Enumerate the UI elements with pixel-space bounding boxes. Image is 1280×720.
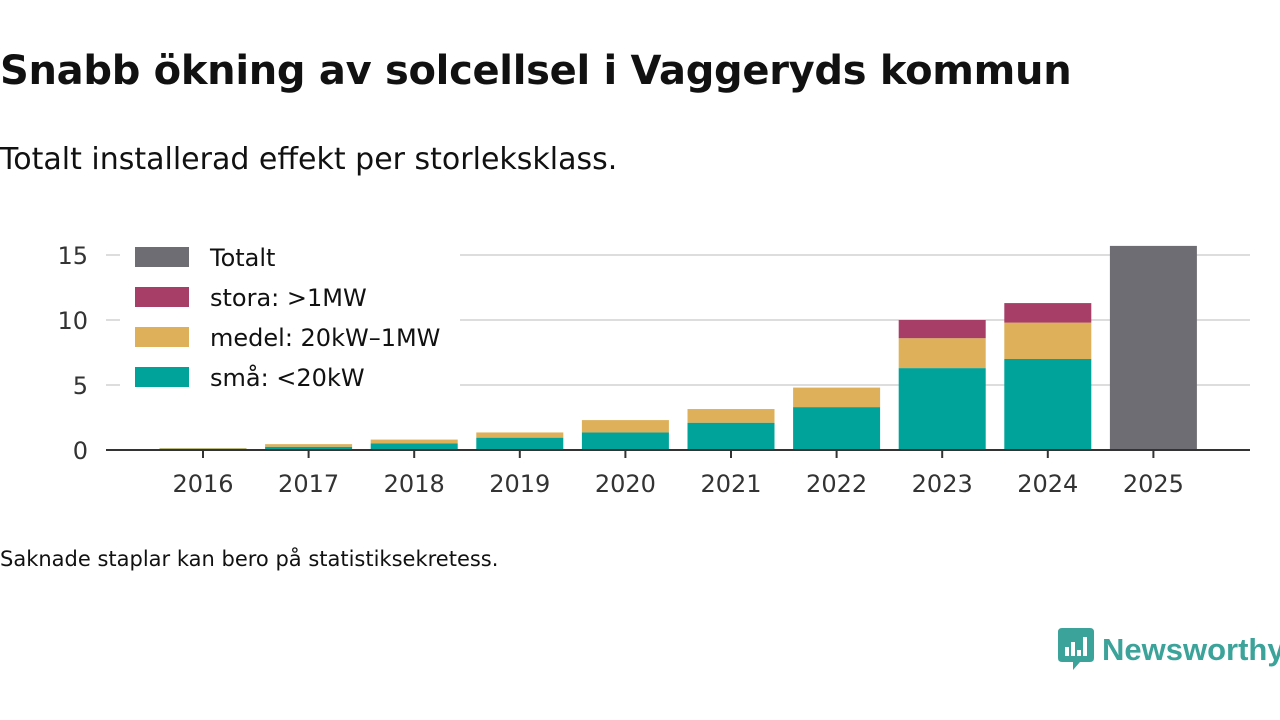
- bar-sma-2022: [793, 407, 881, 450]
- x-tick-label: 2016: [172, 470, 233, 498]
- bar-sma-2018: [370, 443, 458, 450]
- chart-title: Snabb ökning av solcellsel i Vaggeryds k…: [0, 48, 1072, 94]
- brand-logo[interactable]: Newsworthy: [1058, 628, 1280, 672]
- x-tick-label: 2024: [1017, 470, 1078, 498]
- bar-sma-2019: [476, 437, 564, 450]
- axes: 0 5 10 15 2016 2017 2018 2019 2020 2021 2022 2023 20…: [57, 242, 1250, 498]
- chart-subtitle: Totalt installerad effekt per storlekskl…: [0, 142, 618, 177]
- bar-medel-2018: [370, 439, 458, 444]
- stacked-bar-chart: 0 5 10 15 2016 2017 2018 2019 2020 2021 2022 2023 20…: [57, 239, 1250, 498]
- bars: [159, 245, 1197, 450]
- bar-medel-2016: [159, 448, 247, 449]
- y-tick-label: 15: [57, 242, 88, 270]
- bar-medel-2019: [476, 432, 564, 438]
- bar-medel-2023: [898, 338, 986, 369]
- y-tick-label: 5: [73, 372, 88, 400]
- bar-sma-2020: [581, 432, 669, 450]
- x-tick-label: 2018: [384, 470, 445, 498]
- bar-stora-2023: [898, 320, 986, 339]
- bar-sma-2024: [1004, 359, 1092, 450]
- legend-label-medel: medel: 20kW–1MW: [210, 324, 440, 352]
- bar-sma-2021: [687, 422, 775, 450]
- bar-medel-2024: [1004, 322, 1092, 359]
- legend-swatch-medel: [135, 327, 189, 347]
- legend-label-sma: små: <20kW: [210, 363, 365, 392]
- x-tick-label: 2023: [912, 470, 973, 498]
- brand-name: Newsworthy: [1102, 632, 1280, 667]
- y-tick-label: 10: [57, 307, 88, 335]
- bar-medel-2021: [687, 409, 775, 423]
- legend-label-total: Totalt: [209, 244, 275, 272]
- bar-sma-2023: [898, 368, 986, 450]
- x-tick-label: 2019: [489, 470, 550, 498]
- x-tick-label: 2020: [595, 470, 656, 498]
- bar-medel-2020: [581, 420, 669, 433]
- bar-total-2025: [1109, 245, 1197, 450]
- x-tick-label: 2017: [278, 470, 339, 498]
- legend-swatch-stora: [135, 287, 189, 307]
- x-tick-label: 2022: [806, 470, 867, 498]
- footnote: Saknade staplar kan bero på statistiksek…: [0, 547, 499, 571]
- newsworthy-logo-icon: [1058, 628, 1094, 670]
- legend-swatch-sma: [135, 367, 189, 387]
- legend-swatch-total: [135, 247, 189, 267]
- bar-sma-2017: [265, 446, 353, 450]
- legend: Totalt stora: >1MW medel: 20kW–1MW små: <20…: [120, 239, 460, 399]
- bar-stora-2024: [1004, 303, 1092, 323]
- y-tick-label: 0: [73, 437, 88, 465]
- x-tick-label: 2025: [1123, 470, 1184, 498]
- bar-medel-2022: [793, 387, 881, 408]
- bar-medel-2017: [265, 444, 353, 447]
- legend-label-stora: stora: >1MW: [210, 284, 367, 312]
- x-tick-label: 2021: [700, 470, 761, 498]
